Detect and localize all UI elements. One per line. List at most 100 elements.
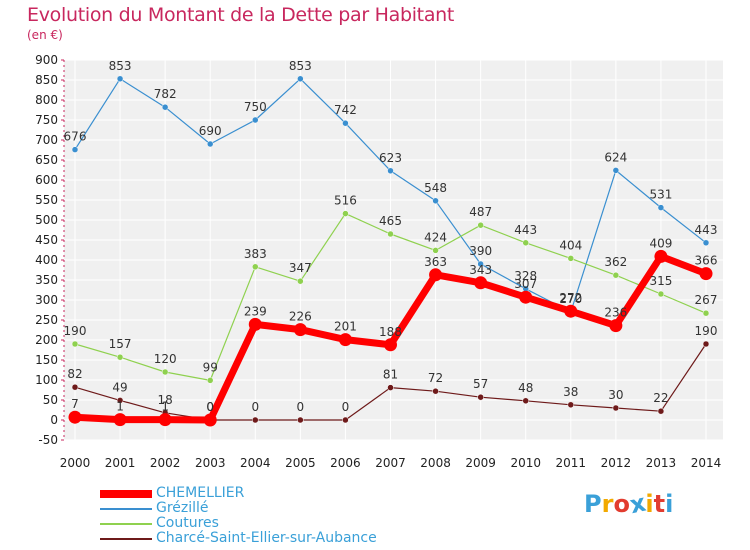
data-point-3: [252, 416, 259, 424]
legend-label: CHEMELLIER: [156, 485, 245, 501]
x-tick-label: 2012: [601, 456, 632, 470]
x-tick-label: 2013: [646, 456, 677, 470]
data-label-3: 48: [518, 381, 533, 395]
data-point-3: [477, 393, 484, 401]
data-point-1: [297, 75, 304, 83]
y-tick-label: 250: [35, 313, 58, 327]
data-point-3: [342, 416, 349, 424]
data-label-1: 548: [424, 181, 447, 195]
data-point-2: [342, 210, 349, 217]
y-tick-label: 100: [35, 373, 58, 387]
data-label-1: 328: [514, 269, 537, 283]
data-point-0: [338, 333, 352, 347]
logo-letter: P: [584, 490, 602, 518]
data-point-3: [567, 401, 575, 409]
data-label-3: 0: [342, 400, 350, 414]
data-label-0: 226: [289, 310, 312, 324]
data-point-2: [567, 255, 575, 262]
data-point-1: [342, 119, 349, 127]
series-group: [68, 75, 713, 427]
data-label-2: 157: [109, 337, 132, 351]
data-label-2: 443: [514, 223, 537, 237]
data-point-0: [519, 290, 533, 304]
data-label-3: 57: [473, 377, 488, 391]
data-label-2: 267: [695, 293, 718, 307]
data-label-1: 853: [109, 59, 132, 73]
x-tick-label: 2003: [195, 456, 226, 470]
data-point-0: [384, 338, 397, 352]
y-tick-label: 350: [35, 273, 58, 287]
data-label-1: 390: [469, 244, 492, 258]
data-point-1: [432, 197, 439, 205]
logo-letter: i: [665, 490, 674, 518]
y-tick-label: -50: [38, 433, 58, 447]
data-point-3: [116, 397, 124, 404]
data-point-2: [522, 239, 529, 247]
data-point-0: [564, 304, 578, 318]
logo-letter: o: [613, 490, 630, 518]
data-point-1: [477, 260, 484, 268]
y-tick-label: 300: [35, 293, 58, 307]
axes: -500501001502002503003504004505005506006…: [35, 53, 721, 470]
data-label-2: 424: [424, 230, 447, 244]
data-label-3: 22: [653, 391, 668, 405]
data-label-0: 366: [695, 254, 718, 268]
legend-label: Charcé-Saint-Ellier-sur-Aubance: [156, 530, 377, 546]
data-label-2: 516: [334, 194, 357, 208]
y-tick-label: 150: [35, 353, 58, 367]
data-label-2: 99: [203, 360, 218, 374]
data-point-3: [657, 407, 665, 415]
data-label-1: 690: [199, 124, 222, 138]
y-tick-label: 50: [43, 393, 58, 407]
data-point-3: [71, 383, 79, 391]
legend-label: Coutures: [156, 515, 219, 531]
data-label-2: 190: [64, 324, 87, 338]
data-label-2: 404: [559, 238, 582, 252]
legend-item: Grézillé: [100, 500, 420, 516]
data-label-3: 0: [251, 400, 259, 414]
y-tick-label: 500: [35, 213, 58, 227]
data-point-1: [702, 239, 710, 247]
x-tick-label: 2007: [375, 456, 406, 470]
data-label-2: 362: [604, 255, 627, 269]
data-point-3: [432, 387, 439, 395]
y-tick-label: 400: [35, 253, 58, 267]
legend-swatch: [100, 523, 152, 525]
y-tick-label: 0: [50, 413, 58, 427]
data-point-2: [432, 247, 439, 254]
y-tick-label: 800: [35, 93, 58, 107]
data-label-3: 190: [695, 324, 718, 338]
data-label-0: 307: [514, 277, 537, 291]
data-point-2: [71, 340, 79, 348]
data-label-0: 343: [469, 263, 492, 277]
data-label-1: 853: [289, 59, 312, 73]
proxiti-logo: Proxiti: [584, 489, 674, 520]
data-label-3: 72: [428, 371, 443, 385]
x-tick-label: 2006: [330, 456, 361, 470]
y-tick-label: 450: [35, 233, 58, 247]
data-point-2: [387, 230, 394, 238]
x-tick-label: 2005: [285, 456, 316, 470]
data-label-1: 750: [244, 100, 267, 114]
y-tick-label: 550: [35, 193, 58, 207]
data-label-0: 201: [334, 320, 357, 334]
data-label-0: 272: [559, 291, 582, 305]
data-label-3: 81: [383, 368, 398, 382]
legend-item: CHEMELLIER: [100, 485, 420, 501]
data-label-2: 347: [289, 261, 312, 275]
data-point-3: [612, 404, 620, 412]
logo-letter: r: [601, 490, 614, 518]
gridlines: [64, 59, 723, 441]
data-point-1: [657, 204, 665, 211]
data-point-0: [158, 413, 172, 427]
data-label-0: 236: [604, 306, 627, 320]
data-point-2: [161, 368, 169, 376]
data-label-3: 49: [112, 380, 127, 394]
y-tick-label: 850: [35, 73, 58, 87]
data-point-1: [252, 116, 259, 124]
data-point-3: [387, 384, 394, 391]
data-point-0: [68, 410, 82, 424]
data-point-1: [71, 146, 79, 153]
data-point-2: [702, 309, 710, 317]
